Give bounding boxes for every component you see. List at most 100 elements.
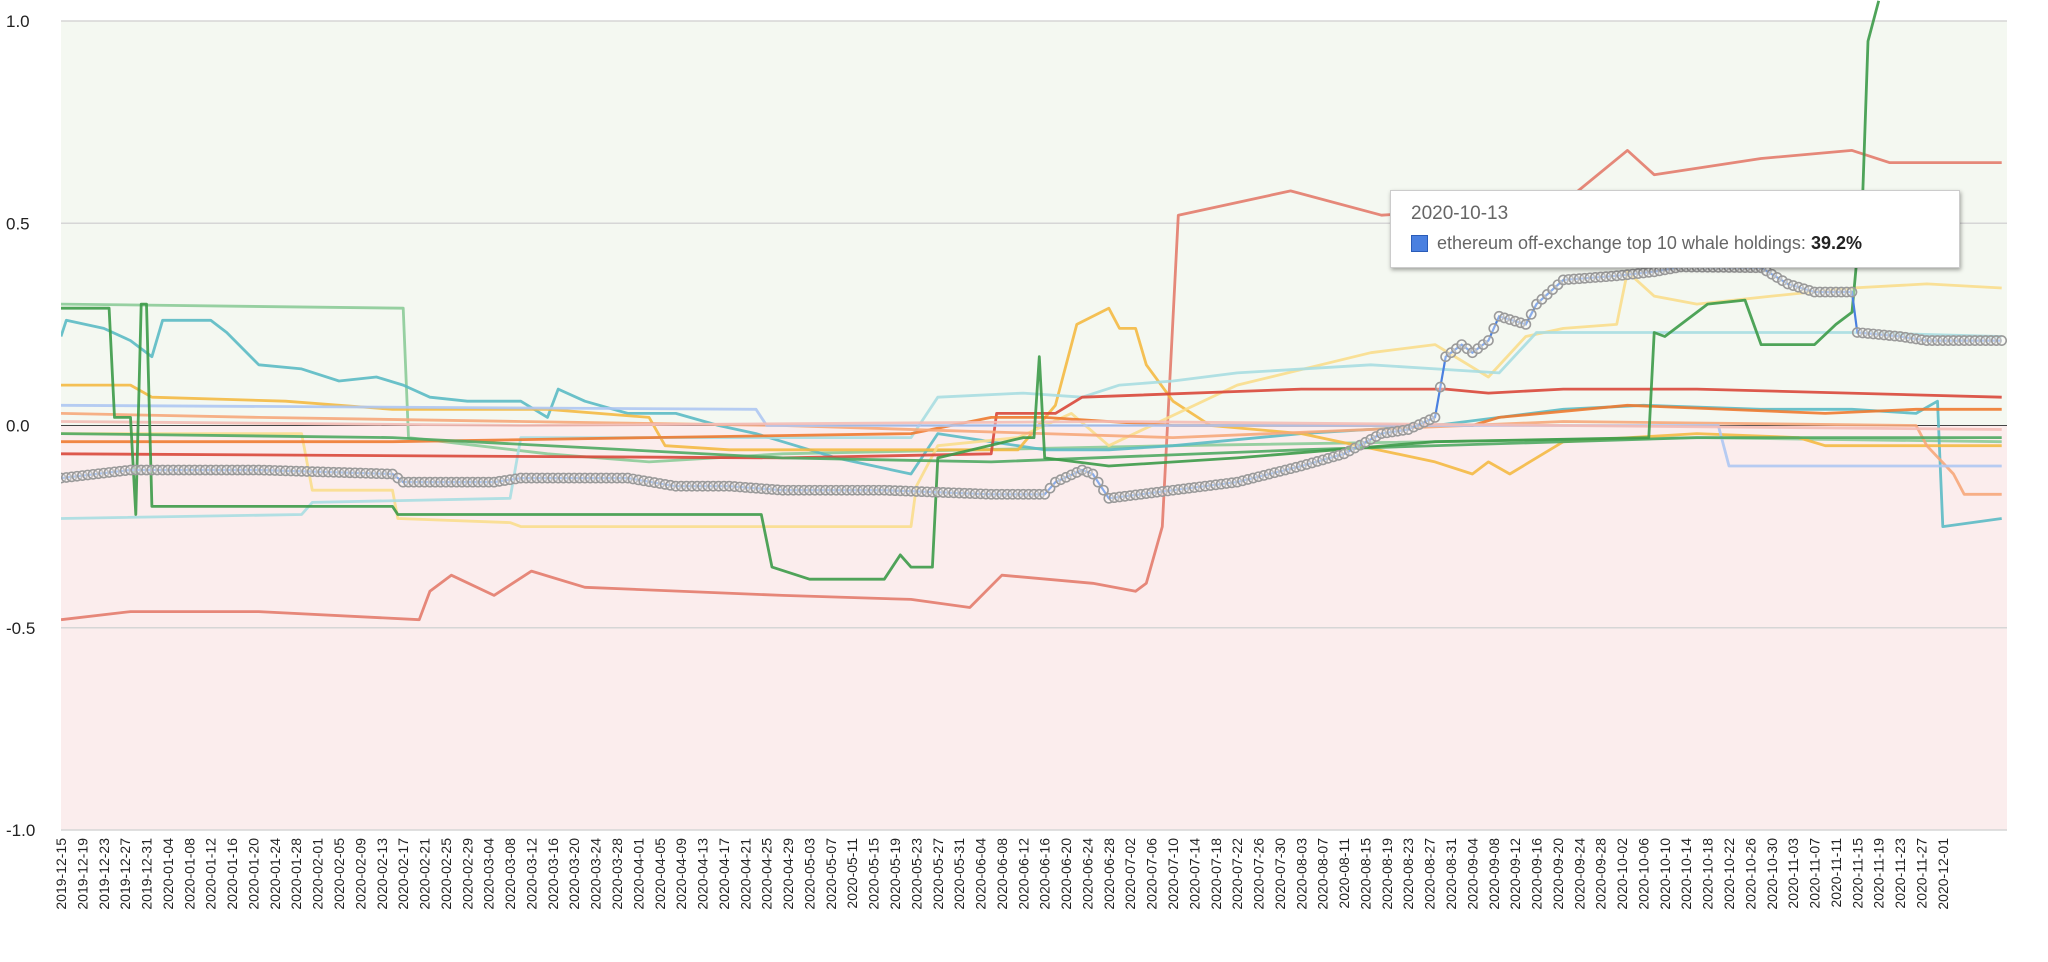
data-point-marker (1846, 286, 1858, 298)
data-point-marker (1338, 448, 1350, 460)
series-line (61, 403, 2002, 468)
tooltip: 2020-10-13 ethereum off-exchange top 10 … (1390, 190, 1960, 268)
x-tick-label: 2020-02-17 (395, 838, 411, 910)
x-tick-label: 2020-09-20 (1550, 838, 1566, 910)
x-tick-label: 2020-04-09 (673, 838, 689, 910)
data-point-marker (1049, 476, 1061, 488)
data-point-marker (1771, 272, 1783, 283)
x-tick-label: 2020-07-06 (1144, 838, 1160, 910)
x-tick-label: 2020-09-24 (1571, 838, 1587, 910)
data-point-marker (1060, 471, 1072, 483)
x-tick-label: 2020-03-20 (566, 838, 582, 910)
data-point-marker (1066, 469, 1077, 481)
x-tick-label: 2020-02-01 (310, 838, 326, 910)
x-tick-label: 2020-02-25 (438, 838, 454, 910)
series-group (61, 0, 2007, 622)
x-tick-label: 2020-04-05 (652, 838, 668, 910)
x-tick-label: 2020-03-16 (545, 838, 561, 910)
data-point-marker (1413, 419, 1425, 431)
data-point-marker (1520, 318, 1532, 330)
series-line (61, 306, 2002, 476)
x-tick-label: 2020-03-24 (588, 838, 604, 910)
x-tick-label: 2020-01-12 (203, 838, 219, 910)
data-point-marker (1424, 414, 1436, 426)
x-tick-label: 2020-09-28 (1593, 838, 1609, 910)
x-tick-label: 2020-04-17 (716, 838, 732, 910)
x-tick-label: 2020-09-04 (1464, 838, 1480, 910)
x-tick-label: 2020-01-28 (288, 838, 304, 910)
data-point-marker (1087, 468, 1099, 480)
x-tick-label: 2020-06-24 (1079, 838, 1095, 910)
x-tick-label: 2020-07-26 (1251, 838, 1267, 910)
x-tick-label: 2020-05-23 (908, 838, 924, 910)
x-tick-label: 2020-02-29 (459, 838, 475, 910)
x-tick-label: 2020-12-01 (1935, 838, 1951, 910)
x-tick-label: 2020-09-08 (1486, 838, 1502, 910)
x-tick-label: 2020-03-12 (523, 838, 539, 910)
data-point-marker (1996, 335, 2007, 346)
data-point-marker (1488, 323, 1500, 334)
series-line (61, 149, 2002, 622)
x-tick-label: 2020-11-07 (1807, 838, 1823, 909)
x-tick-label: 2020-05-31 (951, 838, 967, 910)
series-line (61, 412, 2002, 496)
y-tick-label: -1.0 (6, 821, 35, 840)
x-tick-label: 2020-04-25 (759, 838, 775, 910)
x-tick-label: 2020-11-03 (1785, 838, 1801, 909)
data-point-marker (1349, 442, 1361, 454)
x-tick-label: 2020-06-20 (1058, 838, 1074, 910)
data-point-marker (1055, 474, 1067, 486)
x-tick-label: 2020-06-28 (1101, 838, 1117, 910)
x-tick-label: 2020-09-16 (1529, 838, 1545, 910)
x-tick-label: 2020-07-22 (1229, 838, 1245, 910)
x-tick-label: 2020-04-21 (737, 838, 753, 910)
x-tick-label: 2020-06-08 (994, 838, 1010, 910)
series-line (61, 403, 2002, 444)
tooltip-row: ethereum off-exchange top 10 whale holdi… (1411, 233, 1939, 254)
x-tick-label: 2020-06-12 (1015, 838, 1031, 910)
tooltip-value: 39.2% (1810, 233, 1862, 253)
x-tick-label: 2020-06-04 (973, 838, 989, 910)
x-tick-label: 2020-05-03 (801, 838, 817, 910)
x-tick-label: 2020-05-07 (823, 838, 839, 910)
x-tick-label: 2020-08-11 (1336, 838, 1352, 909)
series-line (61, 432, 2002, 464)
x-tick-label: 2019-12-15 (53, 838, 69, 910)
x-tick-label: 2020-10-22 (1721, 838, 1737, 910)
x-tick-label: 2020-02-21 (417, 838, 433, 910)
series-line (61, 420, 2002, 431)
x-tick-label: 2020-02-05 (331, 838, 347, 910)
x-tick-label: 2020-08-27 (1422, 838, 1438, 910)
x-tick-label: 2020-07-30 (1272, 838, 1288, 910)
series-line (61, 0, 1881, 581)
y-axis: 1.0 0.5 0.0 -0.5 -1.0 (6, 12, 35, 840)
data-point-marker (1777, 275, 1788, 287)
x-tick-label: 2020-04-29 (780, 838, 796, 910)
x-tick-label: 2020-03-28 (609, 838, 625, 910)
x-tick-label: 2020-01-08 (181, 838, 197, 910)
series-color-swatch (1411, 235, 1428, 252)
x-tick-label: 2020-10-26 (1742, 838, 1758, 910)
data-point-marker (1071, 467, 1083, 478)
x-tick-label: 2020-05-11 (844, 838, 860, 909)
data-point-marker (1766, 268, 1778, 280)
y-tick-label: 0.0 (6, 417, 30, 436)
x-tick-label: 2020-07-02 (1122, 838, 1138, 910)
x-tick-label: 2020-07-14 (1186, 838, 1202, 910)
data-point-marker (1354, 439, 1366, 451)
x-tick-label: 2020-11-15 (1849, 838, 1865, 909)
x-tick-label: 2020-10-14 (1678, 838, 1694, 910)
x-tick-label: 2019-12-19 (74, 838, 90, 910)
tooltip-series-name: ethereum off-exchange top 10 whale holdi… (1437, 233, 1801, 253)
data-point-marker (1098, 484, 1109, 496)
x-tick-label: 2020-07-10 (1165, 838, 1181, 910)
x-tick-label: 2020-05-15 (866, 838, 882, 910)
data-point-marker (1402, 424, 1414, 435)
x-tick-label: 2020-01-16 (224, 838, 240, 910)
x-tick-label: 2020-03-04 (481, 838, 497, 910)
x-tick-label: 2020-08-31 (1443, 838, 1459, 910)
series-line (61, 270, 2002, 528)
x-tick-label: 2019-12-23 (96, 838, 112, 910)
x-tick-label: 2019-12-27 (117, 838, 133, 910)
